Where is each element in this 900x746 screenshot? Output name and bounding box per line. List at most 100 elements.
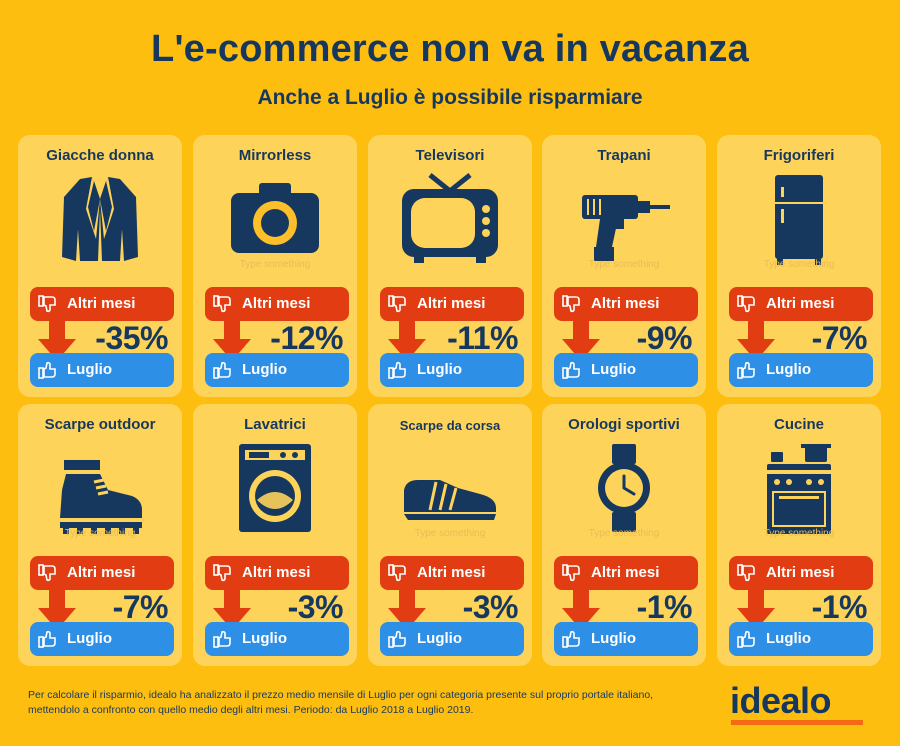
other-months-label: Altri mesi	[417, 295, 486, 312]
thumbs-up-icon	[38, 360, 58, 380]
price-change-value: -11%	[447, 320, 518, 356]
thumbs-down-icon	[737, 563, 757, 583]
other-months-bar: Altri mesi	[205, 287, 349, 321]
category-card: Televisori Altri mesi -11% Luglio	[368, 135, 532, 397]
thumbs-down-icon	[38, 294, 58, 314]
july-label: Luglio	[591, 361, 636, 378]
category-card: Cucine Type something Altri mesi -1% Lug…	[717, 404, 881, 666]
down-arrow-icon	[36, 590, 78, 630]
july-label: Luglio	[591, 630, 636, 647]
thumbs-down-icon	[388, 563, 408, 583]
july-bar: Luglio	[380, 353, 524, 387]
placeholder-text: Type something	[239, 259, 311, 270]
thumbs-up-icon	[737, 629, 757, 649]
july-label: Luglio	[67, 361, 112, 378]
fridge-icon	[749, 169, 849, 269]
july-bar: Luglio	[729, 353, 873, 387]
down-arrow-icon	[386, 321, 428, 361]
price-change-value: -1%	[811, 589, 868, 625]
page-title: L'e-commerce non va in vacanza	[151, 28, 749, 70]
other-months-bar: Altri mesi	[380, 556, 524, 590]
price-change-value: -12%	[270, 320, 343, 356]
thumbs-up-icon	[562, 629, 582, 649]
category-card: Lavatrici Altri mesi -3% Luglio	[193, 404, 357, 666]
other-months-bar: Altri mesi	[30, 287, 174, 321]
card-title: Mirrorless	[238, 147, 312, 164]
other-months-bar: Altri mesi	[729, 287, 873, 321]
down-arrow-icon	[36, 321, 78, 361]
placeholder-text: Type something	[588, 528, 660, 539]
methodology-note: Per calcolare il risparmio, idealo ha an…	[28, 689, 654, 716]
price-change-value: -7%	[811, 320, 868, 356]
thumbs-up-icon	[38, 629, 58, 649]
other-months-label: Altri mesi	[766, 295, 835, 312]
july-label: Luglio	[417, 361, 462, 378]
category-card: Giacche donna Altri mesi -35% Luglio	[18, 135, 182, 397]
price-change-value: -3%	[287, 589, 344, 625]
other-months-label: Altri mesi	[417, 564, 486, 581]
placeholder-text: Type something	[763, 528, 835, 539]
july-bar: Luglio	[554, 353, 698, 387]
page-subtitle: Anche a Luglio è possibile risparmiare	[257, 86, 643, 109]
price-change-value: -1%	[636, 589, 693, 625]
july-label: Luglio	[417, 630, 462, 647]
card-title: Cucine	[773, 416, 824, 433]
thumbs-down-icon	[213, 563, 233, 583]
category-card: Mirrorless Type something Altri mesi -12…	[193, 135, 357, 397]
july-bar: Luglio	[729, 622, 873, 656]
card-title: Scarpe outdoor	[44, 416, 156, 433]
thumbs-up-icon	[388, 360, 408, 380]
down-arrow-icon	[211, 321, 253, 361]
down-arrow-icon	[735, 590, 777, 630]
july-label: Luglio	[766, 361, 811, 378]
price-change-value: -9%	[636, 320, 693, 356]
july-label: Luglio	[242, 361, 287, 378]
thumbs-down-icon	[562, 294, 582, 314]
down-arrow-icon	[211, 590, 253, 630]
placeholder-text: Type something	[588, 259, 660, 270]
july-label: Luglio	[67, 630, 112, 647]
july-bar: Luglio	[30, 622, 174, 656]
card-title: Televisori	[415, 147, 485, 164]
tv-icon	[400, 169, 500, 269]
thumbs-up-icon	[213, 629, 233, 649]
other-months-bar: Altri mesi	[554, 556, 698, 590]
other-months-bar: Altri mesi	[380, 287, 524, 321]
camera-icon	[225, 169, 325, 269]
thumbs-up-icon	[562, 360, 582, 380]
down-arrow-icon	[735, 321, 777, 361]
thumbs-down-icon	[388, 294, 408, 314]
july-label: Luglio	[766, 630, 811, 647]
other-months-label: Altri mesi	[591, 564, 660, 581]
placeholder-text: Type something	[414, 528, 486, 539]
other-months-label: Altri mesi	[67, 564, 136, 581]
other-months-bar: Altri mesi	[205, 556, 349, 590]
category-card: Trapani Type something Altri mesi -9% Lu…	[542, 135, 706, 397]
down-arrow-icon	[386, 590, 428, 630]
category-card: Orologi sportivi Type something Altri me…	[542, 404, 706, 666]
drill-icon	[574, 169, 674, 269]
down-arrow-icon	[560, 321, 602, 361]
price-change-value: -35%	[95, 320, 168, 356]
other-months-bar: Altri mesi	[729, 556, 873, 590]
other-months-label: Altri mesi	[766, 564, 835, 581]
card-title: Lavatrici	[244, 416, 306, 433]
card-title: Frigoriferi	[763, 147, 835, 164]
price-change-value: -3%	[462, 589, 519, 625]
thumbs-up-icon	[213, 360, 233, 380]
thumbs-down-icon	[38, 563, 58, 583]
watch-icon	[574, 438, 674, 538]
placeholder-text: Type something	[763, 259, 835, 270]
sneaker-icon	[400, 438, 500, 538]
july-bar: Luglio	[554, 622, 698, 656]
idealo-logo: idealo	[730, 680, 832, 721]
placeholder-text: Type something	[64, 528, 136, 539]
thumbs-down-icon	[562, 563, 582, 583]
july-bar: Luglio	[30, 353, 174, 387]
thumbs-down-icon	[737, 294, 757, 314]
other-months-label: Altri mesi	[67, 295, 136, 312]
stove-icon	[749, 438, 849, 538]
boot-icon	[50, 438, 150, 538]
category-card: Scarpe da corsa Type something Altri mes…	[368, 404, 532, 666]
jacket-icon	[50, 169, 150, 269]
